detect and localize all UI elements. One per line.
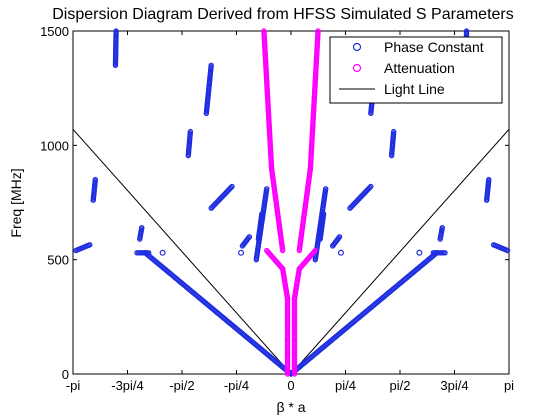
phase-constant-point [320, 211, 327, 217]
phase-constant-point [504, 247, 511, 254]
legend: Phase Constant Attenuation Light Line [329, 36, 503, 104]
phase-constant-point [367, 184, 373, 191]
phase-constant-point [390, 128, 397, 135]
legend-swatch-attenuation [352, 63, 362, 73]
phase-constant-point [92, 176, 99, 183]
phase-constant-series [73, 28, 511, 377]
x-tick-label: 3pi/4 [440, 378, 468, 393]
legend-label: Light Line [384, 81, 445, 97]
phase-constant-point [187, 128, 194, 135]
phase-constant-point [322, 186, 329, 192]
light-line-segment [290, 128, 510, 375]
phase-constant-point [259, 211, 265, 217]
phase-constant-point [463, 28, 470, 34]
x-tick-label: pi/2 [390, 378, 411, 393]
chart-title: Dispersion Diagram Derived from HFSS Sim… [52, 6, 513, 23]
phase-constant-point [87, 242, 93, 248]
phase-constant-point [229, 183, 235, 190]
attenuation-point [311, 248, 318, 255]
phase-constant-point [159, 249, 166, 256]
attenuation-point [312, 247, 318, 254]
y-tick-label: 0 [62, 367, 69, 382]
attenuation-series [261, 28, 321, 377]
y-axis-label: Freq [MHz] [8, 168, 24, 237]
phase-constant-point [246, 234, 253, 240]
phase-constant-point [486, 176, 492, 183]
y-tick-label: 1500 [40, 24, 69, 39]
phase-constant-point [336, 234, 343, 240]
attenuation-point [315, 28, 321, 34]
phase-constant-point [146, 250, 152, 256]
attenuation-point [261, 28, 267, 34]
phase-constant-extra-markers [159, 249, 423, 256]
phase-constant-point [368, 183, 374, 190]
x-axis-label: β * a [276, 399, 305, 415]
y-tick-label: 500 [47, 253, 69, 268]
x-tick-label: 0 [287, 378, 294, 393]
x-tick-label: -3pi/4 [111, 378, 144, 393]
y-tick-label: 1000 [40, 138, 69, 153]
x-tick-label: pi [504, 378, 514, 393]
phase-constant-point [337, 249, 344, 256]
legend-label: Attenuation [384, 60, 455, 76]
phase-constant-point [264, 186, 270, 192]
light-line-series [72, 128, 510, 375]
phase-constant-point [442, 250, 448, 256]
legend-swatch-phase-constant [352, 42, 362, 52]
x-tick-label: -pi [66, 378, 81, 393]
phase-constant-point [238, 249, 245, 256]
phase-constant-point [439, 224, 445, 231]
y-axis-ticks: 0 500 1000 1500 [40, 24, 509, 382]
x-tick-label: pi/4 [335, 378, 356, 393]
x-tick-label: -pi/4 [224, 378, 249, 393]
legend-box [329, 36, 503, 104]
legend-label: Phase Constant [384, 39, 484, 55]
phase-constant-point [416, 249, 423, 256]
phase-constant-point [208, 62, 214, 69]
x-tick-label: -pi/2 [169, 378, 194, 393]
phase-constant-point [113, 28, 119, 34]
light-line-segment [72, 128, 292, 375]
phase-constant-point [139, 224, 145, 231]
phase-constant-point [228, 184, 234, 191]
attenuation-point [264, 247, 270, 254]
attenuation-point [264, 248, 271, 255]
